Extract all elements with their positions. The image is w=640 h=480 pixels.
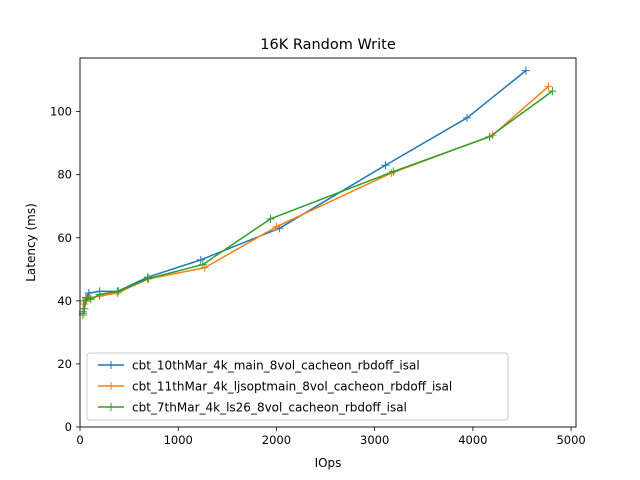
legend: cbt_10thMar_4k_main_8vol_cacheon_rbdoff_… — [86, 352, 509, 421]
data-point — [196, 255, 205, 264]
legend-marker — [107, 361, 115, 369]
data-point — [80, 304, 89, 313]
data-point — [548, 87, 557, 96]
x-tick-label: 2000 — [262, 433, 291, 447]
data-point — [521, 66, 530, 75]
legend-item: cbt_7thMar_4k_ls26_8vol_cacheon_rbdoff_i… — [98, 401, 407, 415]
legend-label: cbt_7thMar_4k_ls26_8vol_cacheon_rbdoff_i… — [132, 401, 407, 415]
data-point — [114, 287, 123, 296]
data-point — [462, 113, 471, 122]
data-point — [86, 295, 95, 304]
data-point — [272, 222, 281, 231]
data-point — [389, 167, 398, 176]
data-point — [544, 82, 553, 91]
legend-box — [86, 352, 509, 421]
y-tick-label: 80 — [57, 168, 72, 182]
data-point — [113, 288, 122, 297]
x-tick-label: 3000 — [360, 433, 389, 447]
y-axis: 0 20 40 60 80 100 — [50, 105, 80, 434]
data-point — [381, 161, 390, 170]
legend-item: cbt_11thMar_4k_ljsoptmain_8vol_cacheon_r… — [98, 380, 452, 394]
x-tick-label: 1000 — [164, 433, 193, 447]
legend-label: cbt_11thMar_4k_ljsoptmain_8vol_cacheon_r… — [132, 380, 452, 394]
x-tick-label: 0 — [76, 433, 83, 447]
data-point — [95, 290, 104, 299]
data-point — [84, 288, 93, 297]
x-tick-label: 4000 — [458, 433, 487, 447]
data-point — [266, 214, 275, 223]
legend-label: cbt_10thMar_4k_main_8vol_cacheon_rbdoff_… — [132, 359, 420, 373]
y-tick-label: 100 — [50, 105, 72, 119]
y-tick-label: 60 — [57, 231, 72, 245]
x-axis: 0 1000 2000 3000 4000 5000 — [76, 427, 586, 447]
series-3 — [78, 87, 557, 320]
y-tick-label: 20 — [57, 357, 72, 371]
data-point — [143, 274, 152, 283]
data-point — [485, 132, 494, 141]
legend-marker — [107, 403, 115, 411]
y-axis-label: Latency (ms) — [24, 203, 38, 282]
data-point — [198, 260, 207, 269]
legend-item: cbt_10thMar_4k_main_8vol_cacheon_rbdoff_… — [98, 359, 420, 373]
legend-marker — [107, 382, 115, 390]
y-tick-label: 0 — [65, 420, 72, 434]
axes-frame — [79, 57, 577, 428]
x-tick-label: 5000 — [556, 433, 585, 447]
plot-area — [78, 66, 557, 320]
y-tick-label: 40 — [57, 294, 72, 308]
x-axis-label: IOps — [315, 456, 342, 470]
chart-title: 16K Random Write — [260, 37, 396, 53]
